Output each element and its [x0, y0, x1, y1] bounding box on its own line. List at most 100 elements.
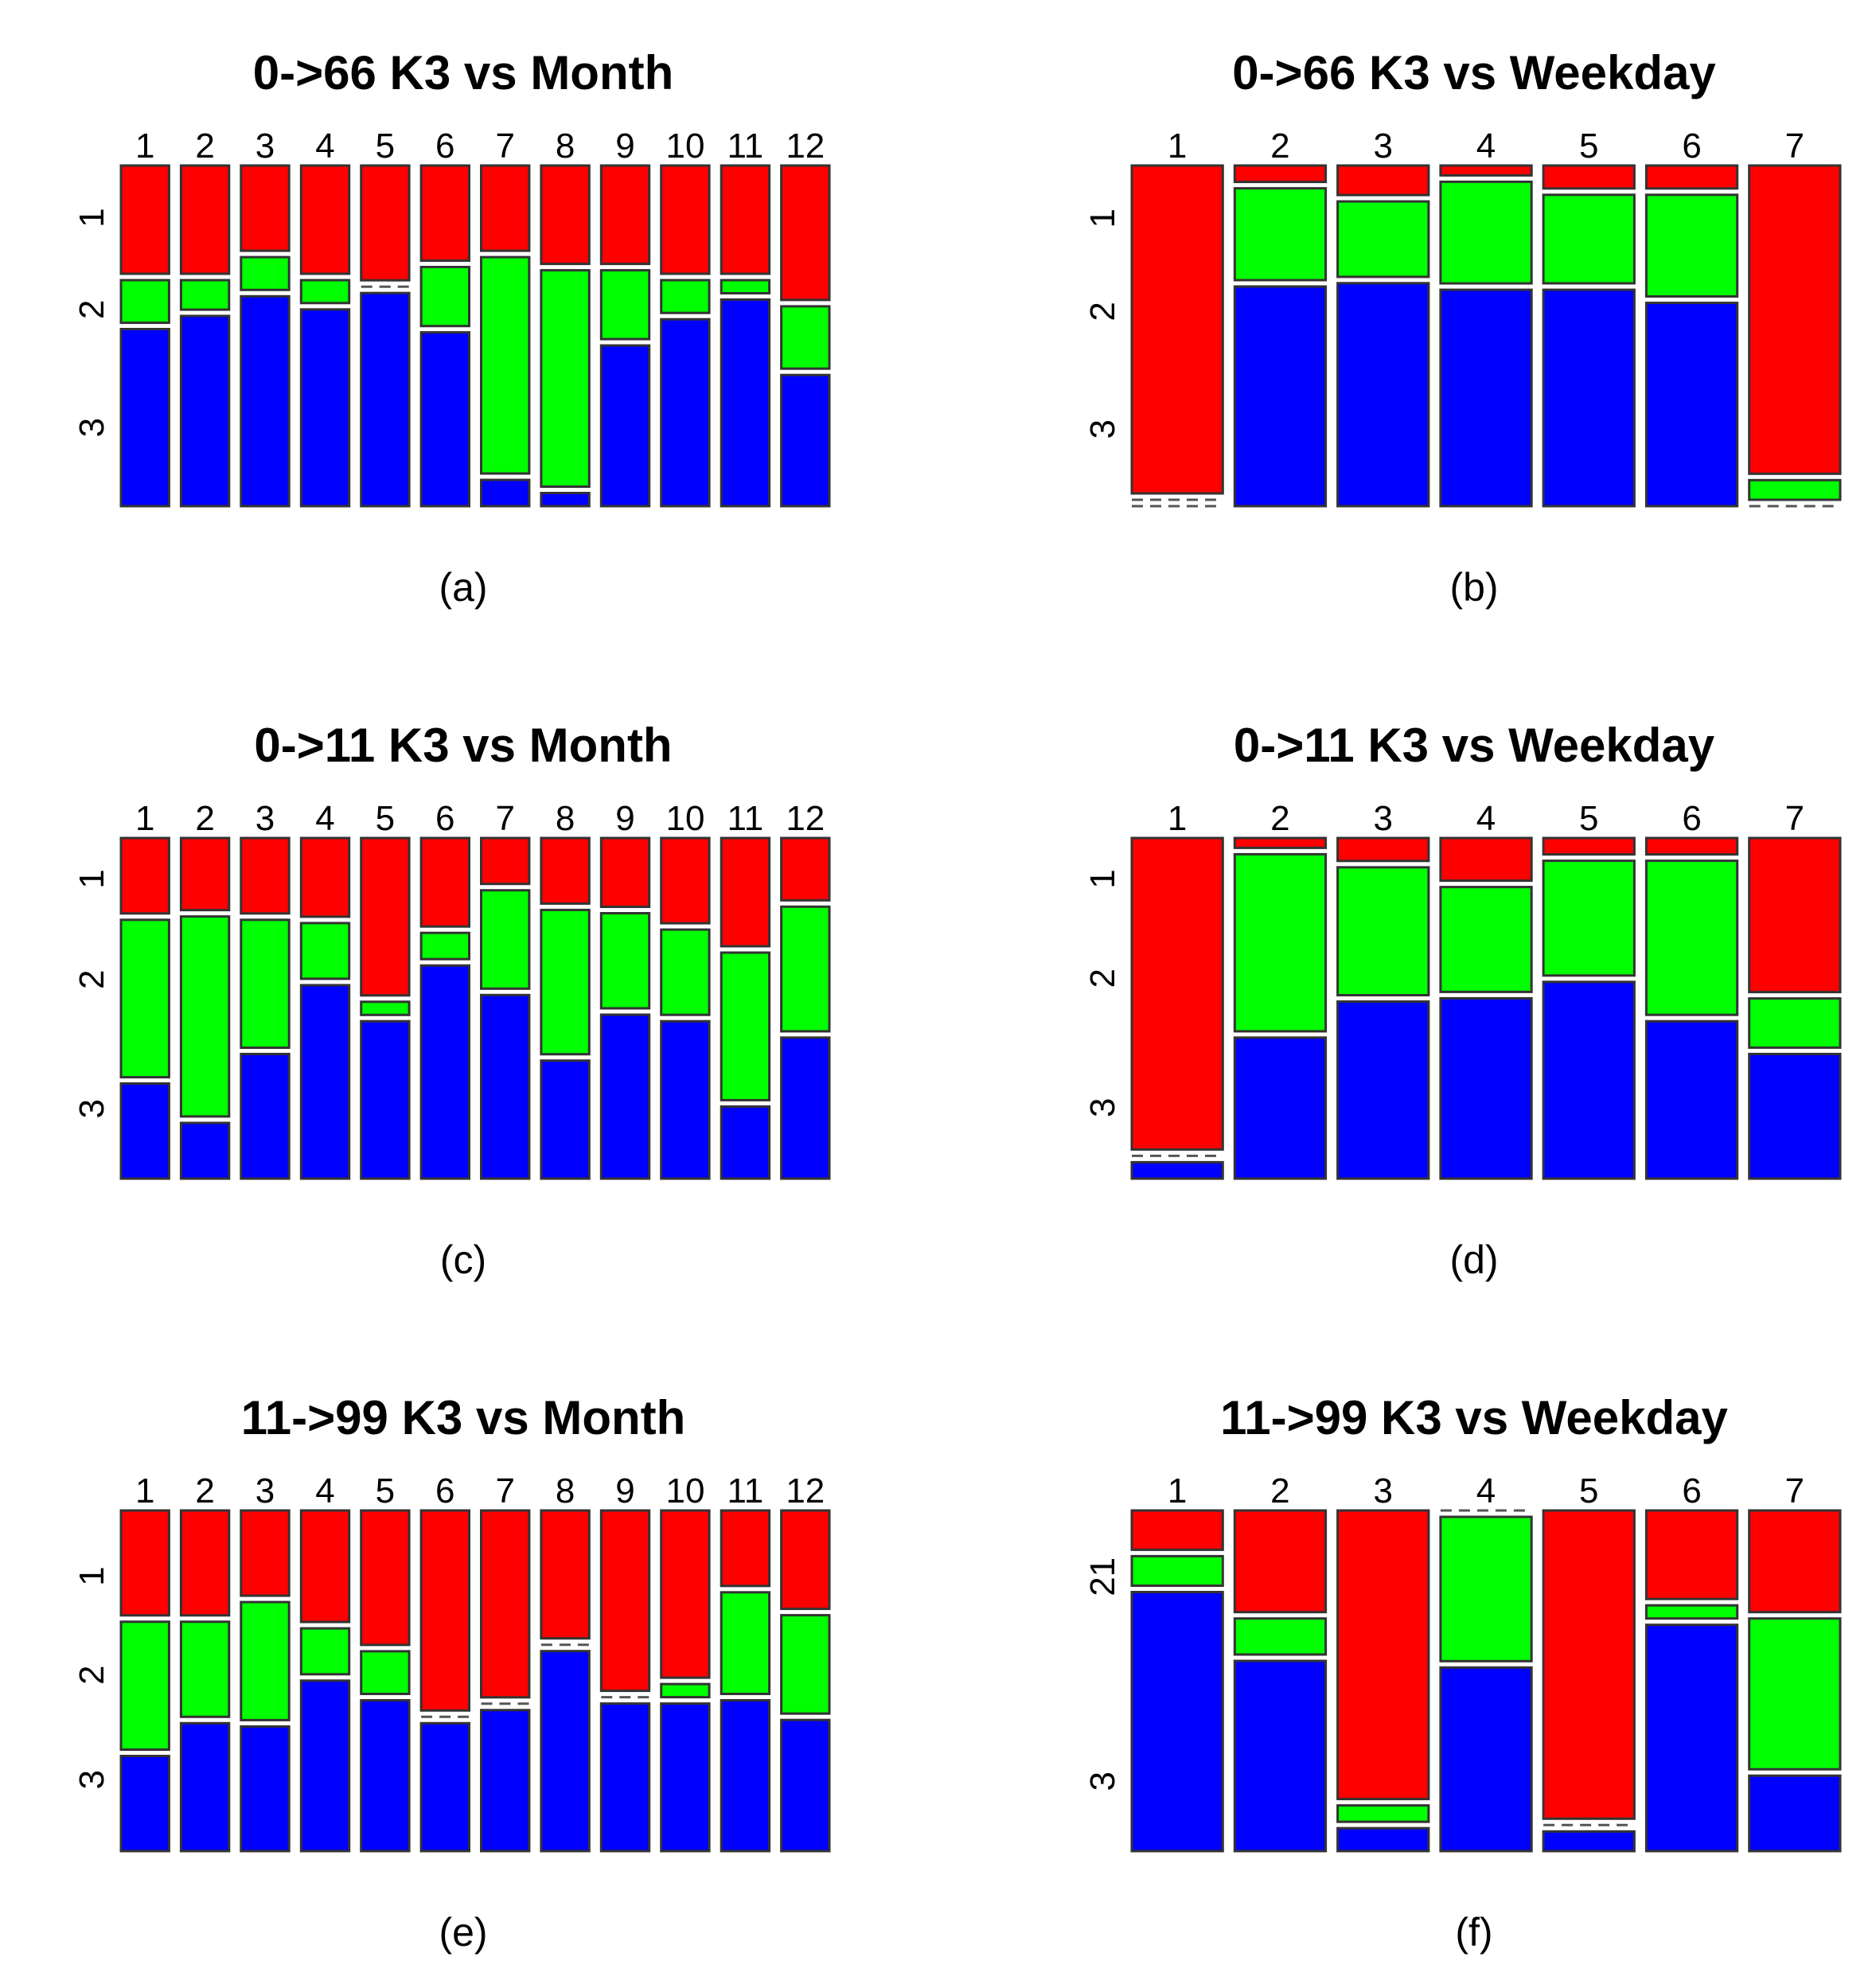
panel-e-title: 11->99 K3 vs Month: [241, 1391, 686, 1444]
panel-e-bar-8-cluster-3: [540, 1650, 591, 1853]
panel-d-bar-4-cluster-3: [1439, 996, 1533, 1180]
panel-f-bar-3-cluster-1: [1336, 1509, 1430, 1801]
panel-a-xtick-10: 10: [666, 127, 705, 166]
panel-a-bar-8-cluster-1: [540, 164, 591, 266]
panel-a-bar-1-cluster-1: [119, 164, 170, 275]
panel-e-bar-4-cluster-3: [299, 1679, 351, 1853]
panel-b-xtick-4: 4: [1476, 127, 1496, 166]
panel-a-bar-9-cluster-1: [599, 164, 651, 266]
panel-a-xtick-2: 2: [195, 127, 214, 166]
panel-e-bar-3-cluster-2: [240, 1600, 291, 1721]
panel-c-bar-6-cluster-2: [419, 931, 470, 961]
panel-a-bar-11-cluster-3: [720, 298, 771, 508]
panel-e-xtick-10: 10: [666, 1471, 705, 1510]
panel-a-xtick-8: 8: [556, 127, 575, 166]
panel-a-xtick-9: 9: [615, 127, 634, 166]
panel-a-bar-6-cluster-1: [419, 164, 470, 262]
panel-c-bar-9-cluster-1: [599, 836, 651, 908]
panel-a-xtick-1: 1: [135, 127, 154, 166]
panel-d-xtick-7: 7: [1785, 799, 1804, 838]
panel-d-bar-6-cluster-1: [1644, 836, 1739, 856]
panel-d-ytick-1: 1: [1083, 869, 1122, 888]
panel-f-ytick-3: 3: [1083, 1772, 1122, 1791]
panel-e-bar-11-cluster-2: [720, 1591, 771, 1696]
panel-d-bar-4-cluster-2: [1439, 886, 1533, 993]
panel-b-xtick-5: 5: [1579, 127, 1598, 166]
panel-f-bar-5-cluster-1: [1542, 1509, 1636, 1820]
panel-e-bar-9-cluster-3: [599, 1702, 651, 1853]
panel-a-bar-10-cluster-1: [660, 164, 711, 275]
panel-a-ytick-1: 1: [72, 208, 111, 227]
panel-f-marks: 1 2 3 4 5 6 7 21 3: [1083, 1471, 1842, 1853]
panel-b-bar-6-cluster-2: [1644, 193, 1739, 298]
panel-f-xtick-2: 2: [1270, 1471, 1289, 1510]
panel-b-bar-5-cluster-3: [1542, 288, 1636, 508]
panel-c-bar-7-cluster-2: [480, 889, 531, 990]
panel-e-xtick-4: 4: [315, 1471, 334, 1510]
panel-d: 0->11 K3 vs Weekday 1 2 3 4 5 6 7 1 2 3 (d): [1083, 719, 1842, 1282]
panel-d-bar-3-cluster-3: [1336, 1000, 1430, 1180]
panel-d-bar-2-cluster-2: [1233, 852, 1328, 1033]
panel-a-bar-1-cluster-2: [119, 279, 170, 325]
panel-f-xtick-6: 6: [1682, 1471, 1701, 1510]
panel-d-title: 0->11 K3 vs Weekday: [1234, 719, 1715, 772]
panel-e-bar-11-cluster-1: [720, 1509, 771, 1588]
panel-f-bar-2-cluster-3: [1233, 1659, 1328, 1853]
panel-e-bar-7-cluster-3: [480, 1709, 531, 1853]
panel-e-ytick-2: 2: [72, 1666, 111, 1685]
panel-b-bar-2-cluster-1: [1233, 164, 1328, 184]
panel-c-bar-8-cluster-1: [540, 836, 591, 905]
panel-f-bar-3-cluster-2: [1336, 1804, 1430, 1823]
panel-c-bar-8-cluster-3: [540, 1059, 591, 1180]
panel-e-xtick-1: 1: [135, 1471, 154, 1510]
panel-c-bar-2-cluster-2: [179, 915, 231, 1118]
panel-e-bar-2-cluster-2: [179, 1620, 231, 1718]
panel-b-bar-6-cluster-3: [1644, 302, 1739, 508]
panel-f-ytick-1: 21: [1083, 1557, 1122, 1596]
panel-e-bar-9-cluster-1: [599, 1509, 651, 1693]
panel-b-xtick-2: 2: [1270, 127, 1289, 166]
panel-b-bar-3-cluster-1: [1336, 164, 1430, 197]
panel-a-bar-11-cluster-1: [720, 164, 771, 275]
panel-d-bar-3-cluster-1: [1336, 836, 1430, 863]
panel-c-bar-5-cluster-1: [360, 836, 411, 997]
panel-d-bar-7-cluster-1: [1748, 836, 1842, 994]
panel-a-bar-12-cluster-2: [780, 305, 831, 370]
panel-c-caption: (c): [440, 1238, 486, 1282]
panel-f-bar-6-cluster-3: [1644, 1623, 1739, 1853]
panel-c-bar-8-cluster-2: [540, 908, 591, 1056]
panel-c-xtick-6: 6: [435, 799, 454, 838]
panel-b-bar-5-cluster-2: [1542, 193, 1636, 285]
panel-a-xtick-5: 5: [376, 127, 395, 166]
panel-c-xtick-12: 12: [786, 799, 825, 838]
panel-c-xtick-9: 9: [615, 799, 634, 838]
panel-e-bar-3-cluster-3: [240, 1725, 291, 1853]
panel-e-xtick-6: 6: [435, 1471, 454, 1510]
panel-b-bar-2-cluster-2: [1233, 187, 1328, 282]
panel-d-xtick-6: 6: [1682, 799, 1701, 838]
panel-f-bar-7-cluster-3: [1748, 1774, 1842, 1853]
panel-b-ytick-3: 3: [1083, 419, 1122, 439]
panel-e-bar-1-cluster-3: [119, 1755, 170, 1853]
panel-d-bar-1-cluster-1: [1130, 836, 1224, 1151]
panel-f-bar-7-cluster-2: [1748, 1617, 1842, 1771]
panel-c-ytick-2: 2: [72, 970, 111, 989]
panel-f-bar-3-cluster-3: [1336, 1826, 1430, 1853]
panel-c-ytick-1: 1: [72, 869, 111, 888]
panel-c-xtick-4: 4: [315, 799, 334, 838]
panel-b-xtick-3: 3: [1373, 127, 1392, 166]
panel-a-xtick-11: 11: [727, 127, 764, 166]
panel-d-bar-7-cluster-3: [1748, 1052, 1842, 1180]
panel-e-xtick-8: 8: [556, 1471, 575, 1510]
panel-a-title: 0->66 K3 vs Month: [253, 46, 674, 99]
panel-f-bar-4-cluster-3: [1439, 1666, 1533, 1853]
panel-e-bar-1-cluster-2: [119, 1620, 170, 1752]
panel-c-bar-10-cluster-3: [660, 1019, 711, 1180]
panel-e-bar-3-cluster-1: [240, 1509, 291, 1597]
panel-a-bar-5-cluster-3: [360, 291, 411, 508]
panel-e-bar-7-cluster-1: [480, 1509, 531, 1699]
panel-a-bar-6-cluster-2: [419, 266, 470, 328]
panel-c-bar-2-cluster-1: [179, 836, 231, 912]
panel-f-xtick-4: 4: [1476, 1471, 1496, 1510]
